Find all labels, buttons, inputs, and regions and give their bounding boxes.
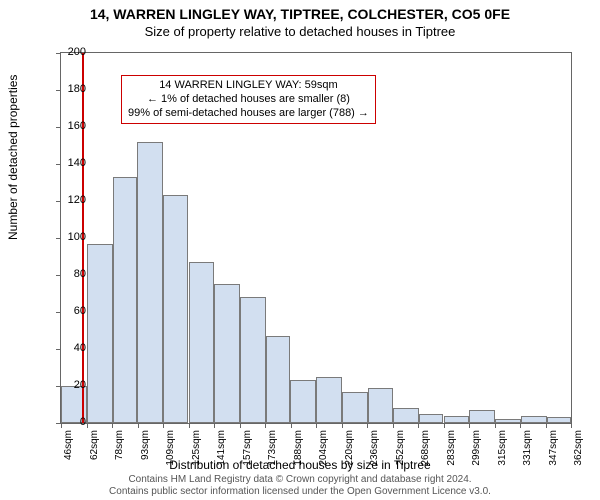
- x-tick: [495, 423, 496, 428]
- x-tick-label: 78sqm: [114, 430, 125, 460]
- histogram-bar: [137, 142, 163, 423]
- histogram-bar: [240, 297, 266, 423]
- x-tick-label: 46sqm: [63, 430, 74, 460]
- chart-container: 14, WARREN LINGLEY WAY, TIPTREE, COLCHES…: [0, 0, 600, 500]
- x-tick: [112, 423, 113, 428]
- x-tick-label: 347sqm: [548, 430, 559, 466]
- footer-line: Contains HM Land Registry data © Crown c…: [0, 474, 600, 486]
- y-tick-label: 100: [60, 231, 86, 243]
- x-tick-label: 157sqm: [242, 430, 253, 466]
- x-tick: [418, 423, 419, 428]
- y-tick-label: 200: [60, 46, 86, 58]
- x-tick-label: 204sqm: [318, 430, 329, 466]
- footer: Contains HM Land Registry data © Crown c…: [0, 474, 600, 498]
- y-tick-label: 0: [60, 416, 86, 428]
- chart-subtitle: Size of property relative to detached ho…: [0, 22, 600, 39]
- x-tick: [546, 423, 547, 428]
- x-tick: [520, 423, 521, 428]
- x-tick: [342, 423, 343, 428]
- y-tick-label: 60: [60, 305, 86, 317]
- y-tick-label: 40: [60, 342, 86, 354]
- x-tick: [87, 423, 88, 428]
- histogram-bar: [521, 416, 547, 423]
- x-tick-label: 236sqm: [369, 430, 380, 466]
- x-tick: [291, 423, 292, 428]
- plot-area: 14 WARREN LINGLEY WAY: 59sqm ← 1% of det…: [60, 52, 572, 424]
- y-tick-label: 160: [60, 120, 86, 132]
- y-tick-label: 120: [60, 194, 86, 206]
- histogram-bar: [290, 380, 316, 423]
- y-axis-label: Number of detached properties: [6, 75, 20, 240]
- footer-line: Contains public sector information licen…: [0, 486, 600, 498]
- y-tick-label: 180: [60, 83, 86, 95]
- x-tick: [367, 423, 368, 428]
- histogram-bar: [163, 195, 189, 423]
- histogram-bar: [469, 410, 495, 423]
- y-tick-label: 80: [60, 268, 86, 280]
- x-tick-label: 283sqm: [446, 430, 457, 466]
- histogram-bar: [495, 419, 521, 423]
- x-tick-label: 299sqm: [471, 430, 482, 466]
- histogram-bar: [342, 392, 368, 423]
- x-tick: [316, 423, 317, 428]
- histogram-bar: [547, 417, 571, 423]
- x-tick: [189, 423, 190, 428]
- x-tick: [444, 423, 445, 428]
- x-tick-label: 331sqm: [522, 430, 533, 466]
- histogram-bar: [316, 377, 342, 423]
- x-tick: [138, 423, 139, 428]
- histogram-bar: [266, 336, 290, 423]
- x-tick-label: 93sqm: [140, 430, 151, 460]
- y-tick-label: 20: [60, 379, 86, 391]
- x-tick: [393, 423, 394, 428]
- y-tick-label: 140: [60, 157, 86, 169]
- histogram-bar: [419, 414, 443, 423]
- callout-line: ← 1% of detached houses are smaller (8): [128, 93, 369, 107]
- x-tick-label: 173sqm: [267, 430, 278, 466]
- x-tick-label: 188sqm: [293, 430, 304, 466]
- histogram-bar: [87, 244, 113, 423]
- x-tick-label: 141sqm: [216, 430, 227, 466]
- x-tick: [265, 423, 266, 428]
- histogram-bar: [393, 408, 419, 423]
- x-tick: [163, 423, 164, 428]
- chart-title: 14, WARREN LINGLEY WAY, TIPTREE, COLCHES…: [0, 0, 600, 22]
- x-tick: [571, 423, 572, 428]
- x-tick-label: 220sqm: [344, 430, 355, 466]
- histogram-bar: [444, 416, 470, 423]
- x-tick-label: 125sqm: [191, 430, 202, 466]
- histogram-bar: [113, 177, 137, 423]
- x-tick-label: 252sqm: [395, 430, 406, 466]
- x-tick-label: 362sqm: [573, 430, 584, 466]
- histogram-bar: [368, 388, 394, 423]
- callout-box: 14 WARREN LINGLEY WAY: 59sqm ← 1% of det…: [121, 75, 376, 124]
- histogram-bar: [214, 284, 240, 423]
- callout-line: 99% of semi-detached houses are larger (…: [128, 107, 369, 121]
- x-tick: [214, 423, 215, 428]
- x-tick: [469, 423, 470, 428]
- callout-line: 14 WARREN LINGLEY WAY: 59sqm: [128, 79, 369, 93]
- x-tick-label: 62sqm: [89, 430, 100, 460]
- x-tick-label: 109sqm: [165, 430, 176, 466]
- x-tick: [240, 423, 241, 428]
- x-tick-label: 315sqm: [497, 430, 508, 466]
- x-tick-label: 268sqm: [420, 430, 431, 466]
- histogram-bar: [189, 262, 215, 423]
